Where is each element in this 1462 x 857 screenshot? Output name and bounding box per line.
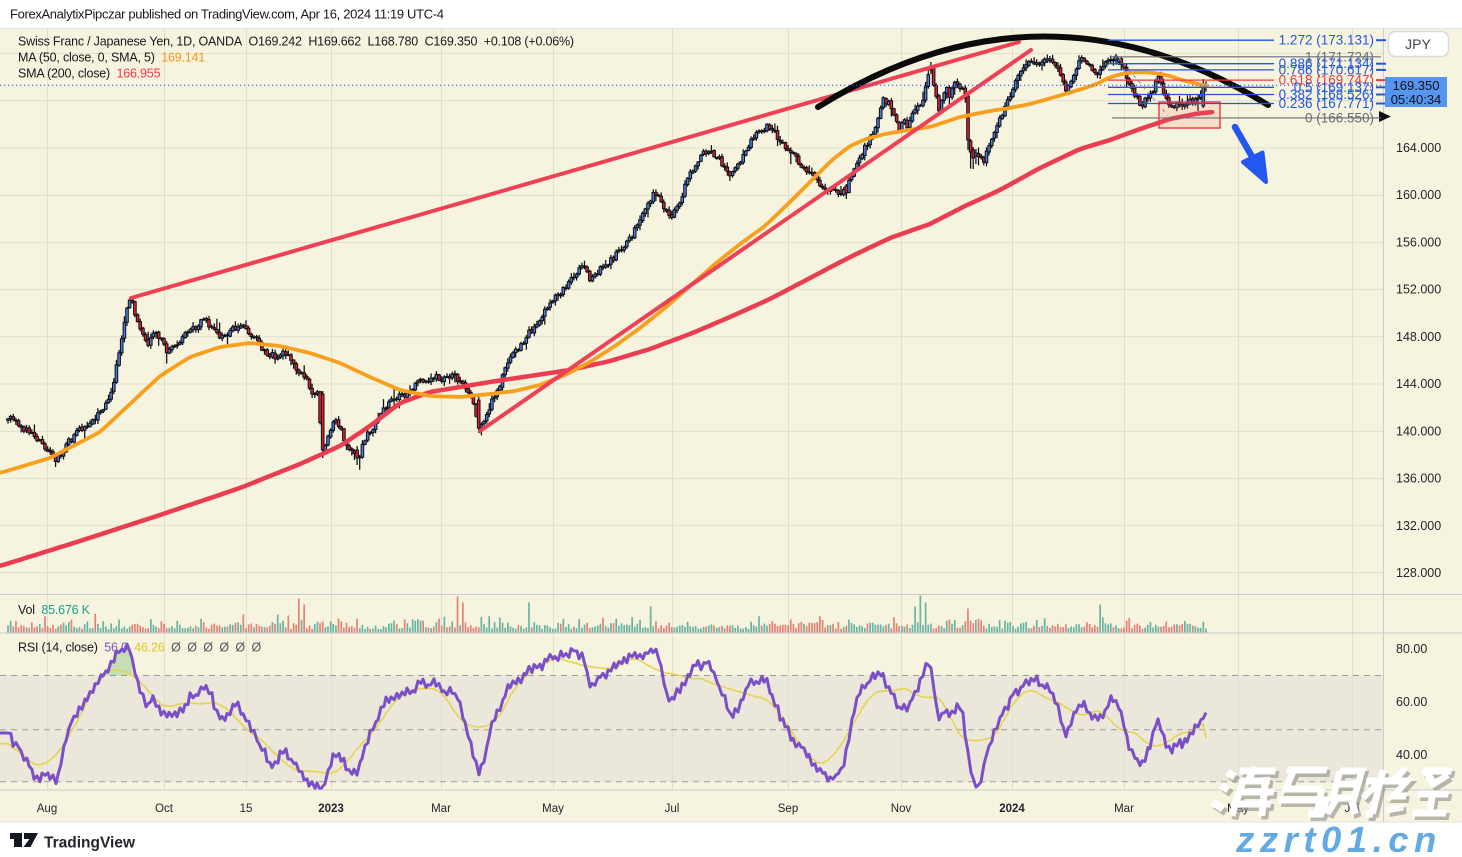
svg-text:MA (50, close, 0, SMA, 5) 169: MA (50, close, 0, SMA, 5) 169.141 bbox=[18, 51, 205, 65]
svg-text:zzrt01.cn: zzrt01.cn bbox=[1235, 819, 1442, 857]
svg-text:Vol 85.676 K: Vol 85.676 K bbox=[18, 603, 91, 617]
svg-text:0.5 (169.137): 0.5 (169.137) bbox=[1294, 80, 1374, 95]
svg-text:0.886 (171.134): 0.886 (171.134) bbox=[1279, 56, 1374, 71]
svg-text:0 (166.550): 0 (166.550) bbox=[1305, 110, 1374, 125]
svg-text:Oct: Oct bbox=[155, 803, 174, 815]
svg-text:169.350: 169.350 bbox=[1393, 78, 1440, 93]
svg-text:Mar: Mar bbox=[431, 803, 451, 815]
svg-text:15: 15 bbox=[240, 803, 253, 815]
svg-text:JPY: JPY bbox=[1405, 36, 1431, 52]
svg-text:1.272 (173.131): 1.272 (173.131) bbox=[1279, 33, 1374, 48]
svg-text:2023: 2023 bbox=[318, 803, 344, 815]
svg-text:RSI (14, close) 56.0 46.26: RSI (14, close) 56.0 46.26 Ø Ø Ø Ø Ø Ø bbox=[18, 641, 261, 655]
svg-text:128.000: 128.000 bbox=[1396, 566, 1441, 580]
svg-text:60.00: 60.00 bbox=[1396, 695, 1427, 709]
svg-text:1 (171.724): 1 (171.724) bbox=[1305, 49, 1374, 64]
svg-text:Sep: Sep bbox=[778, 803, 798, 815]
svg-text:0.786 (170.617): 0.786 (170.617) bbox=[1279, 62, 1374, 77]
svg-text:136.000: 136.000 bbox=[1396, 472, 1441, 486]
svg-text:140.000: 140.000 bbox=[1396, 424, 1441, 438]
svg-text:132.000: 132.000 bbox=[1396, 519, 1441, 533]
svg-text:TradingView: TradingView bbox=[44, 835, 136, 852]
svg-text:0.618 (169.747): 0.618 (169.747) bbox=[1279, 73, 1374, 88]
svg-text:May: May bbox=[542, 803, 564, 815]
svg-text:2024: 2024 bbox=[999, 803, 1025, 815]
svg-text:ForexAnalytixPipczar published: ForexAnalytixPipczar published on Tradin… bbox=[10, 7, 444, 22]
svg-text:Aug: Aug bbox=[37, 803, 57, 815]
svg-text:SMA (200, close) 166.955: SMA (200, close) 166.955 bbox=[18, 67, 161, 81]
svg-text:144.000: 144.000 bbox=[1396, 377, 1441, 391]
svg-text:164.000: 164.000 bbox=[1396, 141, 1441, 155]
svg-text:40.00: 40.00 bbox=[1396, 748, 1427, 762]
svg-text:Nov: Nov bbox=[891, 803, 912, 815]
svg-text:148.000: 148.000 bbox=[1396, 330, 1441, 344]
svg-text:Swiss Franc / Japanese Yen, 1D: Swiss Franc / Japanese Yen, 1D, OANDA O1… bbox=[18, 35, 574, 49]
svg-text:0.236 (167.771): 0.236 (167.771) bbox=[1279, 96, 1374, 111]
svg-text:Mar: Mar bbox=[1114, 803, 1134, 815]
svg-text:0.382 (168.526): 0.382 (168.526) bbox=[1279, 87, 1374, 102]
svg-text:Jul: Jul bbox=[665, 803, 680, 815]
svg-text:152.000: 152.000 bbox=[1396, 283, 1441, 297]
svg-text:05:40:34: 05:40:34 bbox=[1391, 92, 1442, 107]
svg-text:160.000: 160.000 bbox=[1396, 188, 1441, 202]
svg-text:80.00: 80.00 bbox=[1396, 642, 1427, 656]
svg-text:156.000: 156.000 bbox=[1396, 236, 1441, 250]
